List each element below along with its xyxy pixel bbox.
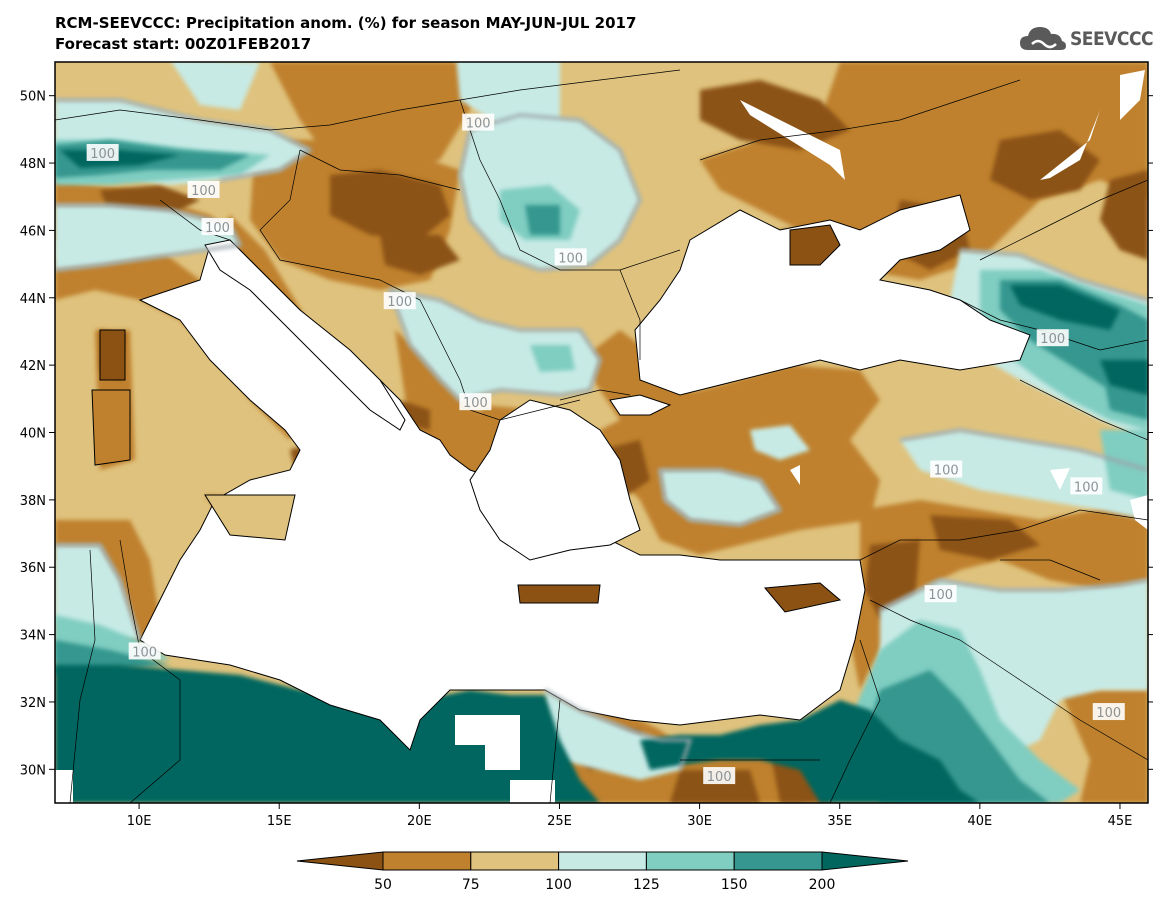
- colorbar-upper-extension: [821, 851, 909, 871]
- colorbar-swatch: [733, 851, 823, 871]
- y-tick-label: 40N: [20, 427, 46, 442]
- x-tick-label: 35E: [827, 814, 852, 829]
- y-tick-label: 48N: [20, 157, 46, 172]
- forecast-start-label: Forecast start: 00Z01FEB2017: [55, 35, 312, 53]
- contour-label: 100: [703, 767, 736, 785]
- x-tick-label: 15E: [267, 814, 292, 829]
- x-tick-label: 45E: [1108, 814, 1133, 829]
- x-tick-label: 25E: [547, 814, 572, 829]
- contour-label: 100: [1036, 329, 1069, 347]
- contour-label: 100: [930, 460, 963, 479]
- logo-text: SEEVCCC: [1070, 28, 1154, 50]
- svg-text:100: 100: [1096, 706, 1121, 721]
- colorbar-swatch: [645, 851, 735, 871]
- svg-text:100: 100: [191, 184, 216, 199]
- x-tick-label: 20E: [407, 814, 432, 829]
- colorbar-label: 125: [633, 877, 660, 893]
- svg-text:100: 100: [387, 295, 412, 310]
- y-tick-label: 30N: [20, 763, 46, 778]
- anomaly-field: 100 100 100 100 100 100 100 100 100 100 100 100 100 1…: [55, 62, 1148, 803]
- svg-text:100: 100: [466, 117, 491, 132]
- y-tick-label: 50N: [20, 90, 46, 105]
- contour-label: 100: [1092, 703, 1125, 721]
- contour-label: 100: [187, 180, 220, 199]
- contour-label: 100: [462, 113, 495, 132]
- y-tick-label: 32N: [20, 696, 46, 711]
- colorbar-swatch: [382, 851, 472, 871]
- x-tick-label: 40E: [967, 814, 992, 829]
- colorbar: 50 75 100 125 150 200: [296, 851, 909, 893]
- x-axis: 10E 15E 20E 25E 30E 35E 40E 45E: [127, 803, 1133, 829]
- svg-text:100: 100: [1040, 332, 1065, 347]
- colorbar-lower-extension: [296, 851, 384, 871]
- contour-labels: 100 100 100 100 100 100 100 100 100 100 100 100 100 1…: [86, 113, 1125, 785]
- y-axis: 30N 32N 34N 36N 38N 40N 42N 44N 46N 48N 50N: [20, 90, 1153, 778]
- svg-text:100: 100: [205, 221, 230, 236]
- seevccc-logo: SEEVCCC: [1018, 20, 1154, 58]
- svg-text:100: 100: [558, 251, 583, 266]
- y-tick-label: 42N: [20, 359, 46, 374]
- contour-label: 100: [128, 642, 161, 660]
- svg-text:100: 100: [934, 464, 959, 479]
- colorbar-label: 200: [809, 877, 836, 893]
- svg-text:100: 100: [463, 396, 488, 411]
- contour-label: 100: [459, 393, 492, 411]
- y-tick-label: 34N: [20, 629, 46, 644]
- colorbar-label: 100: [545, 877, 572, 893]
- svg-text:100: 100: [132, 645, 157, 660]
- colorbar-label: 150: [721, 877, 748, 893]
- svg-text:100: 100: [1074, 480, 1099, 495]
- y-tick-label: 36N: [20, 561, 46, 576]
- contour-label: 100: [1070, 477, 1103, 495]
- svg-text:100: 100: [90, 147, 115, 162]
- colorbar-swatch: [558, 851, 647, 871]
- colorbar-swatch: [470, 851, 560, 871]
- y-tick-label: 44N: [20, 292, 46, 307]
- svg-text:100: 100: [928, 588, 953, 603]
- y-tick-label: 38N: [20, 494, 46, 509]
- chart-title: RCM-SEEVCCC: Precipitation anom. (%) for…: [55, 14, 637, 32]
- contour-label: 100: [201, 218, 234, 236]
- x-tick-label: 30E: [687, 814, 712, 829]
- x-tick-label: 10E: [127, 814, 152, 829]
- svg-text:100: 100: [707, 770, 732, 785]
- contour-label: 100: [924, 585, 957, 603]
- colorbar-label: 75: [462, 877, 480, 893]
- contour-label: 100: [86, 143, 119, 162]
- contour-label: 100: [383, 292, 416, 310]
- colorbar-label: 50: [374, 877, 392, 893]
- contour-label: 100: [554, 248, 587, 266]
- cloud-icon: [1020, 27, 1066, 50]
- y-tick-label: 46N: [20, 224, 46, 239]
